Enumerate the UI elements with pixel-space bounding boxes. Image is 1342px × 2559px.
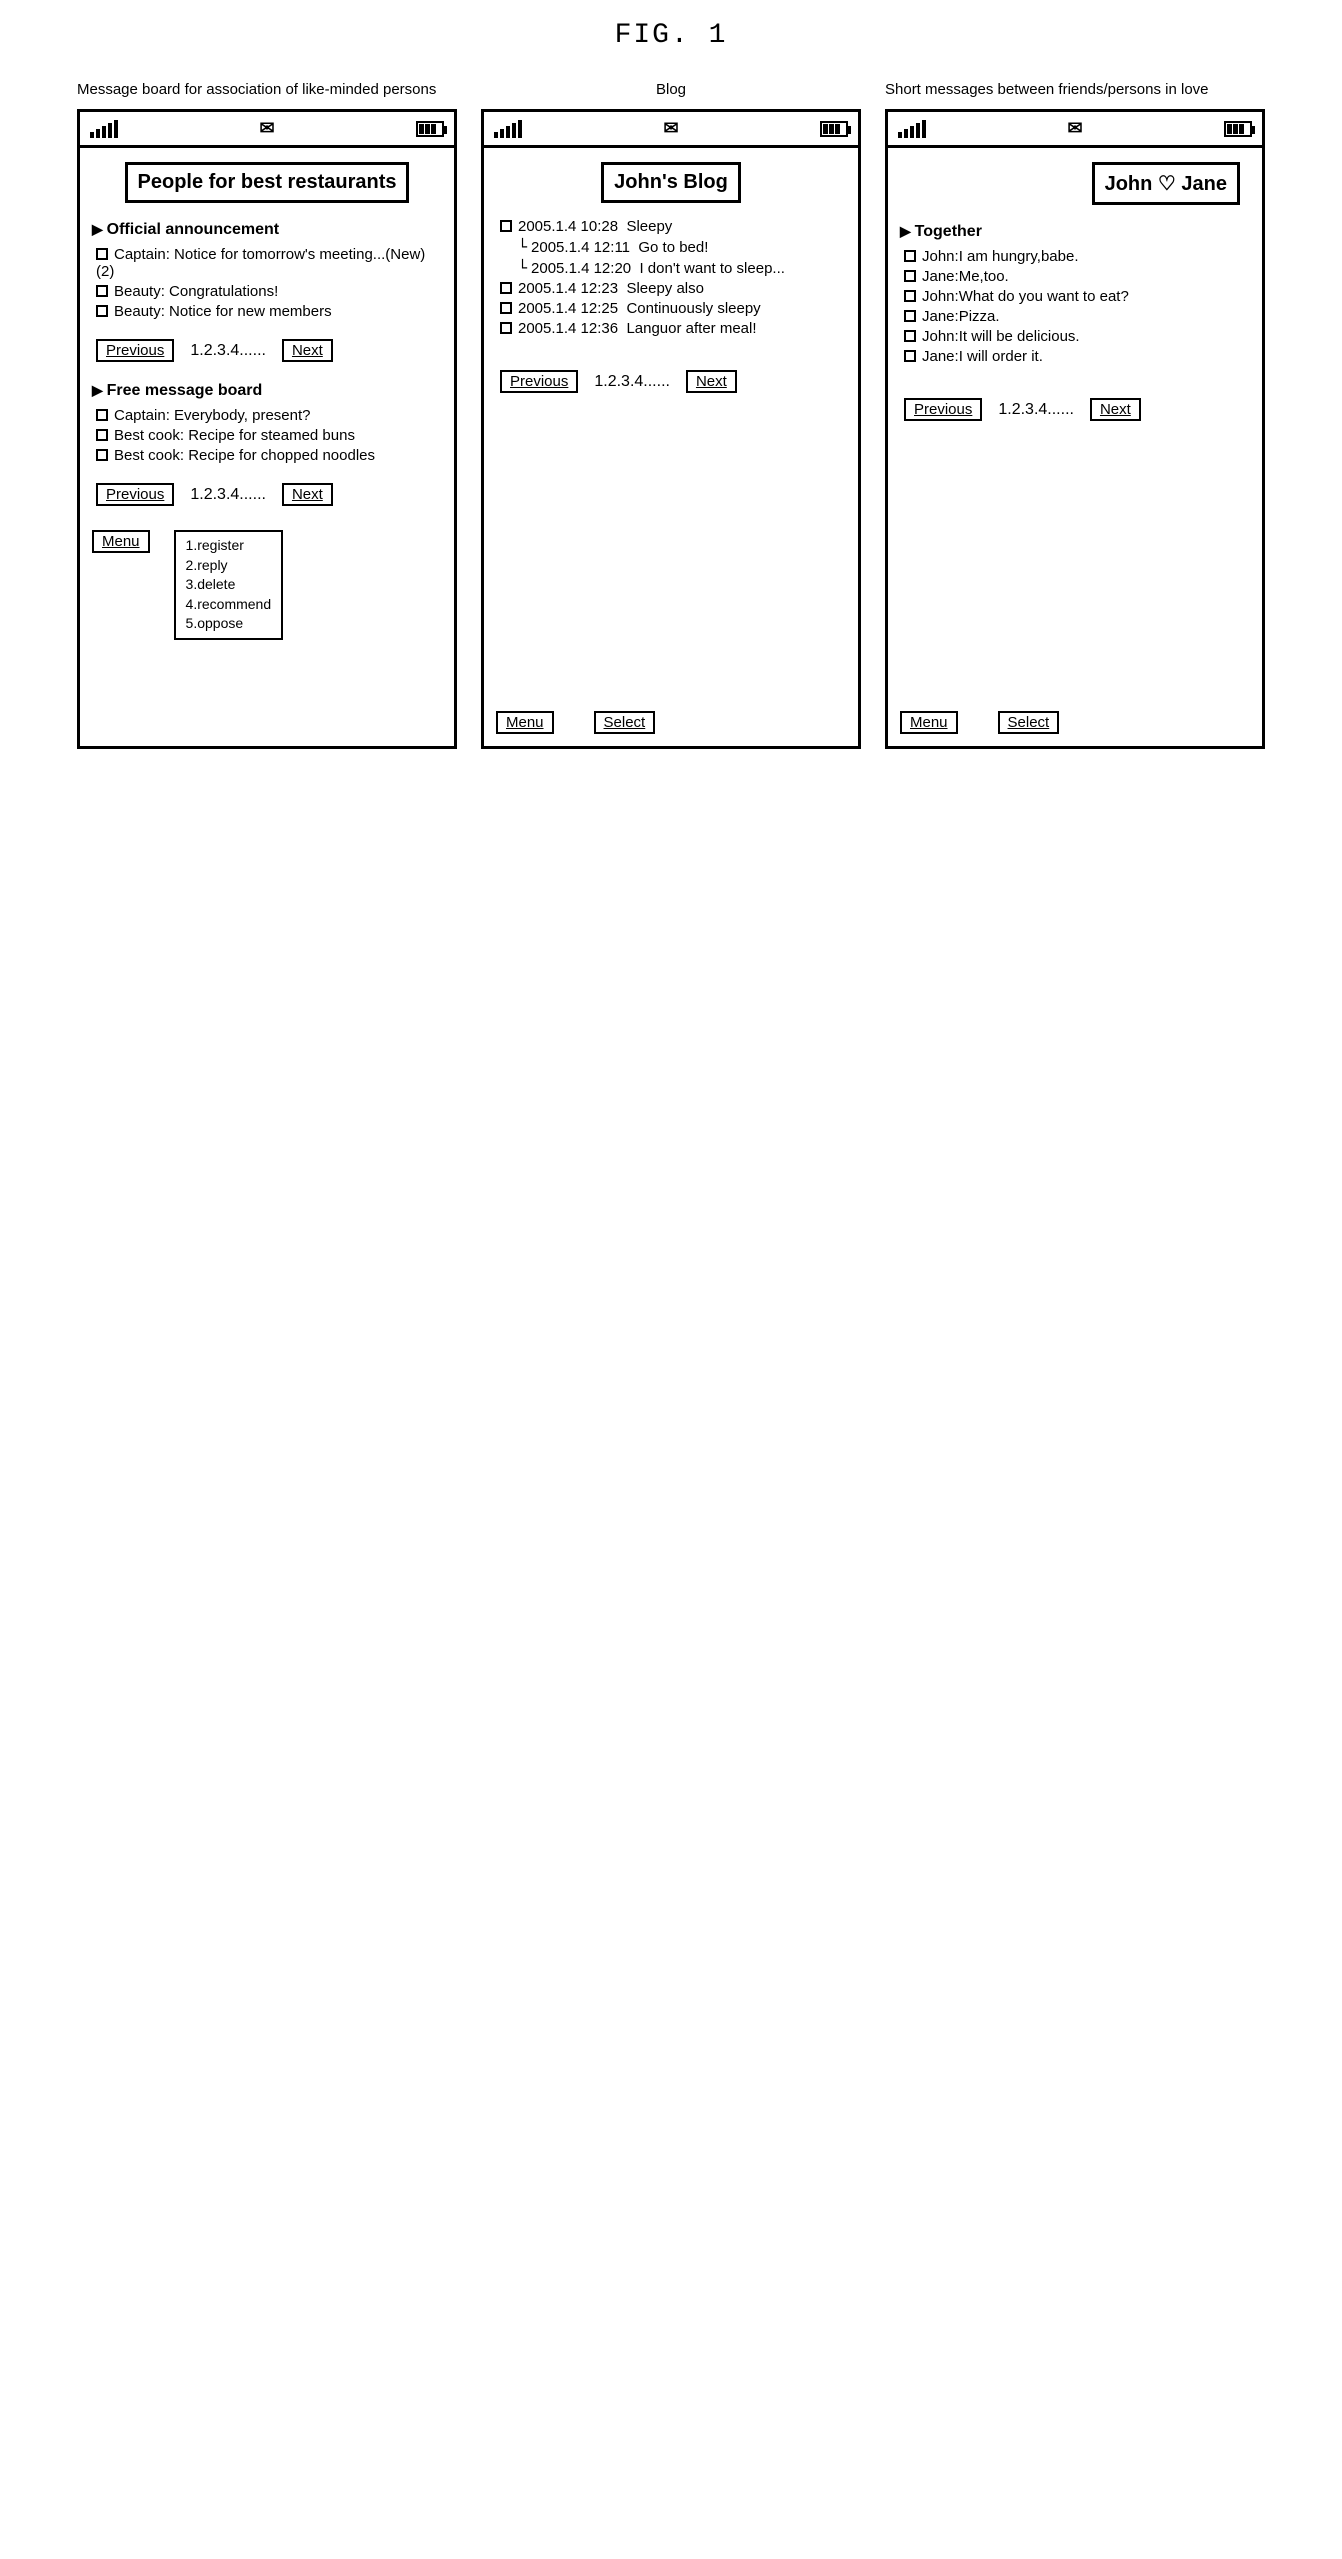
entry-text: Sleepy also xyxy=(626,280,704,297)
message-text: John:I am hungry,babe. xyxy=(922,248,1079,265)
envelope-icon: ✉ xyxy=(522,118,820,139)
chat-message[interactable]: John:I am hungry,babe. xyxy=(904,248,1250,265)
page-numbers[interactable]: 1.2.3.4...... xyxy=(190,486,266,504)
list-item[interactable]: Best cook: Recipe for steamed buns xyxy=(96,427,442,444)
blog-entry[interactable]: 2005.1.4 12:23 Sleepy also xyxy=(500,280,846,297)
pager-row: Previous 1.2.3.4...... Next xyxy=(500,370,846,393)
item-text: Best cook: Recipe for chopped noodles xyxy=(114,447,375,464)
chat-message[interactable]: John:It will be delicious. xyxy=(904,328,1250,345)
menu-option[interactable]: 4.recommend xyxy=(186,595,272,615)
pager-row: Previous 1.2.3.4...... Next xyxy=(904,398,1250,421)
menu-option[interactable]: 2.reply xyxy=(186,556,272,576)
previous-button[interactable]: Previous xyxy=(96,339,174,362)
menu-button[interactable]: Menu xyxy=(900,711,958,734)
entry-text: Continuously sleepy xyxy=(626,300,760,317)
battery-icon xyxy=(416,121,444,137)
list-item[interactable]: Beauty: Congratulations! xyxy=(96,283,442,300)
previous-button[interactable]: Previous xyxy=(904,398,982,421)
entry-text: Sleepy xyxy=(626,218,672,235)
entry-ts: 2005.1.4 12:36 xyxy=(518,320,618,337)
page-numbers[interactable]: 1.2.3.4...... xyxy=(594,373,670,391)
board-title: People for best restaurants xyxy=(125,162,410,203)
section-heading: Free message board xyxy=(92,382,442,400)
battery-icon xyxy=(820,121,848,137)
menu-button[interactable]: Menu xyxy=(92,530,150,553)
blog-reply[interactable]: └2005.1.4 12:11 Go to bed! xyxy=(518,238,846,256)
status-bar: ✉ xyxy=(888,112,1262,148)
next-button[interactable]: Next xyxy=(686,370,737,393)
bottom-bar: Menu Select xyxy=(900,699,1250,734)
panel-caption: Blog xyxy=(481,81,861,101)
menu-button[interactable]: Menu xyxy=(496,711,554,734)
chat-title: John ♡ Jane xyxy=(1092,162,1240,205)
list-item[interactable]: Beauty: Notice for new members xyxy=(96,303,442,320)
item-text: Best cook: Recipe for steamed buns xyxy=(114,427,355,444)
panel-caption: Message board for association of like-mi… xyxy=(77,81,457,101)
page-numbers[interactable]: 1.2.3.4...... xyxy=(190,342,266,360)
section-heading: Together xyxy=(900,223,1250,241)
menu-option[interactable]: 5.oppose xyxy=(186,614,272,634)
pager-row: Previous 1.2.3.4...... Next xyxy=(96,339,442,362)
entry-ts: 2005.1.4 12:23 xyxy=(518,280,618,297)
pager-row: Previous 1.2.3.4...... Next xyxy=(96,483,442,506)
message-text: Jane:Me,too. xyxy=(922,268,1009,285)
phone-screen-1: ✉ People for best restaurants Official a… xyxy=(77,109,457,749)
battery-icon xyxy=(1224,121,1252,137)
chat-message[interactable]: Jane:I will order it. xyxy=(904,348,1250,365)
bottom-bar: Menu 1.register 2.reply 3.delete 4.recom… xyxy=(92,530,442,640)
figure-label: FIG. 1 xyxy=(20,20,1322,51)
phone-screen-3: ✉ John ♡ Jane Together John:I am hungry,… xyxy=(885,109,1265,749)
menu-option[interactable]: 1.register xyxy=(186,536,272,556)
blog-title: John's Blog xyxy=(601,162,741,203)
entry-ts: 2005.1.4 12:11 xyxy=(531,239,630,256)
bottom-bar: Menu Select xyxy=(496,699,846,734)
item-text: Beauty: Notice for new members xyxy=(114,303,332,320)
menu-option[interactable]: 3.delete xyxy=(186,575,272,595)
panels-container: Message board for association of like-mi… xyxy=(20,81,1322,749)
previous-button[interactable]: Previous xyxy=(500,370,578,393)
list-item[interactable]: Captain: Notice for tomorrow's meeting..… xyxy=(96,246,442,280)
previous-button[interactable]: Previous xyxy=(96,483,174,506)
signal-icon xyxy=(898,120,926,138)
chat-message[interactable]: Jane:Pizza. xyxy=(904,308,1250,325)
entry-ts: 2005.1.4 12:20 xyxy=(531,260,631,277)
item-text: Captain: Notice for tomorrow's meeting..… xyxy=(96,246,425,280)
blog-entry[interactable]: 2005.1.4 12:25 Continuously sleepy xyxy=(500,300,846,317)
next-button[interactable]: Next xyxy=(282,339,333,362)
panel-caption: Short messages between friends/persons i… xyxy=(885,81,1265,101)
item-text: Captain: Everybody, present? xyxy=(114,407,311,424)
next-button[interactable]: Next xyxy=(282,483,333,506)
item-text: Beauty: Congratulations! xyxy=(114,283,278,300)
select-button[interactable]: Select xyxy=(998,711,1060,734)
envelope-icon: ✉ xyxy=(926,118,1224,139)
message-text: John:What do you want to eat? xyxy=(922,288,1129,305)
blog-entry[interactable]: 2005.1.4 12:36 Languor after meal! xyxy=(500,320,846,337)
blog-entry[interactable]: 2005.1.4 10:28 Sleepy xyxy=(500,218,846,235)
message-text: John:It will be delicious. xyxy=(922,328,1080,345)
list-item[interactable]: Captain: Everybody, present? xyxy=(96,407,442,424)
next-button[interactable]: Next xyxy=(1090,398,1141,421)
list-item[interactable]: Best cook: Recipe for chopped noodles xyxy=(96,447,442,464)
entry-text: Languor after meal! xyxy=(626,320,756,337)
signal-icon xyxy=(90,120,118,138)
message-text: Jane:I will order it. xyxy=(922,348,1043,365)
status-bar: ✉ xyxy=(484,112,858,148)
select-button[interactable]: Select xyxy=(594,711,656,734)
envelope-icon: ✉ xyxy=(118,118,416,139)
menu-popup: 1.register 2.reply 3.delete 4.recommend … xyxy=(174,530,284,640)
section-heading: Official announcement xyxy=(92,221,442,239)
phone-screen-2: ✉ John's Blog 2005.1.4 10:28 Sleepy └200… xyxy=(481,109,861,749)
entry-text: I don't want to sleep... xyxy=(639,260,784,277)
page-numbers[interactable]: 1.2.3.4...... xyxy=(998,401,1074,419)
entry-text: Go to bed! xyxy=(638,239,708,256)
signal-icon xyxy=(494,120,522,138)
status-bar: ✉ xyxy=(80,112,454,148)
chat-message[interactable]: Jane:Me,too. xyxy=(904,268,1250,285)
blog-reply[interactable]: └2005.1.4 12:20 I don't want to sleep... xyxy=(518,259,846,277)
message-text: Jane:Pizza. xyxy=(922,308,1000,325)
entry-ts: 2005.1.4 12:25 xyxy=(518,300,618,317)
chat-message[interactable]: John:What do you want to eat? xyxy=(904,288,1250,305)
entry-ts: 2005.1.4 10:28 xyxy=(518,218,618,235)
